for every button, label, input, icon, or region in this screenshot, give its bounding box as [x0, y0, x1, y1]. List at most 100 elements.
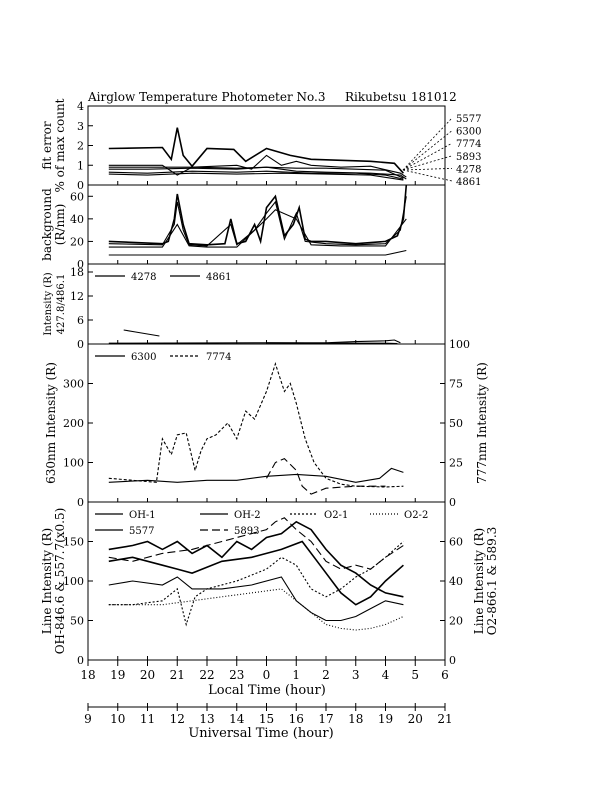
y-tick-label-blue_lines: 6 [77, 314, 84, 327]
y-tick-label-oi_red_ir: 100 [63, 457, 84, 470]
x-axis-label-ut: Universal Time (hour) [188, 726, 333, 741]
series-line-oh_o2-O2-1 [108, 541, 404, 627]
chart-title-instrument: Airglow Temperature Photometer No.3 [87, 90, 326, 104]
x-ut-tick-label: 15 [259, 712, 274, 726]
x-ut-tick-label: 21 [437, 712, 452, 726]
y-tick-label-oi_red_ir: 300 [63, 378, 84, 391]
y-tick-label-background: 20 [70, 235, 84, 248]
y-tick-label-blue_lines: 12 [70, 290, 84, 303]
x-local-tick-label: 23 [229, 668, 244, 682]
x-local-tick-label: 2 [322, 668, 330, 682]
series-line-fit_error-5577 [108, 127, 404, 174]
series-line-oh_o2-O2-2 [108, 588, 404, 631]
legend-label-4861: 4861 [206, 272, 231, 283]
y-axis-label-fit_error: fit error [40, 121, 54, 169]
y-axis-label-oi_red_ir: 630nm Intensity (R) [44, 362, 58, 484]
legend-label-5893: 5893 [234, 526, 259, 537]
y-right-tick-label-oi_red_ir: 50 [449, 417, 463, 430]
legend-label-4278: 4278 [456, 164, 481, 175]
series-line-fit_error-5893 [108, 166, 407, 180]
x-ut-tick-label: 18 [348, 712, 363, 726]
x-ut-tick-label: 9 [84, 712, 92, 726]
y-tick-label-fit_error: 0 [77, 179, 84, 192]
y-right-tick-label-oh_o2: 40 [449, 575, 463, 588]
series-line-background-4278 [108, 249, 407, 256]
y-tick-label-background: 0 [77, 258, 84, 271]
series-line-fit_error-7774 [108, 166, 404, 179]
y-right-tick-label-oh_o2: 60 [449, 536, 463, 549]
legend-label-OH-2: OH-2 [234, 510, 261, 521]
y-tick-label-fit_error: 4 [77, 100, 84, 113]
y-axis-label-blue_lines: Intensity (R) [43, 272, 54, 335]
x-axis-label-local: Local Time (hour) [208, 683, 326, 698]
series-line-oh_o2-5893 [108, 517, 404, 570]
y-tick-label-background: 40 [70, 213, 84, 226]
y-tick-label-fit_error: 1 [77, 159, 84, 172]
y-right-tick-label-oi_red_ir: 75 [449, 378, 463, 391]
y-tick-label-oh_o2: 50 [70, 615, 84, 628]
series-line-oh_o2-OH-1 [108, 576, 404, 622]
series-line-blue_lines-4861 [123, 329, 160, 337]
y-right-tick-label-oi_red_ir: 25 [449, 457, 463, 470]
y-tick-label-blue_lines: 18 [70, 266, 84, 279]
y-tick-label-oh_o2: 100 [63, 575, 84, 588]
legend-leader-4278 [402, 168, 453, 171]
x-ut-tick-label: 13 [199, 712, 214, 726]
x-local-tick-label: 21 [170, 668, 185, 682]
series-line-oh_o2-OH-2 [108, 540, 404, 606]
x-local-tick-label: 6 [441, 668, 449, 682]
y-tick-label-fit_error: 3 [77, 120, 84, 133]
legend-leader-5893 [402, 155, 453, 171]
y-tick-label-oi_red_ir: 0 [77, 496, 84, 509]
x-local-tick-label: 22 [199, 668, 214, 682]
legend-label-O2-1: O2-1 [324, 510, 348, 521]
y-axis-label-background: background [40, 188, 54, 261]
x-ut-tick-label: 12 [170, 712, 185, 726]
x-ut-tick-label: 11 [140, 712, 155, 726]
x-local-tick-label: 5 [411, 668, 419, 682]
series-line-background-5577 [108, 184, 408, 246]
x-ut-tick-label: 14 [229, 712, 245, 726]
y-right-tick-label-oi_red_ir: 100 [449, 338, 470, 351]
y-tick-label-oh_o2: 0 [77, 654, 84, 667]
y-tick-label-background: 60 [70, 190, 84, 203]
series-line-background-5893 [108, 209, 407, 248]
x-local-tick-label: 0 [263, 668, 271, 682]
y-tick-label-fit_error: 2 [77, 140, 84, 153]
panel-frame-background [87, 184, 446, 265]
legend-label-6300: 6300 [456, 127, 481, 138]
legend-leader-6300 [402, 130, 453, 171]
x-ut-tick-label: 10 [110, 712, 125, 726]
legend-label-4278: 4278 [131, 272, 156, 283]
chart-title-date: 181012 [411, 90, 457, 104]
series-line-oi_red_ir-6300-dashed [266, 457, 386, 495]
chart-title-site: Rikubetsu [345, 90, 407, 104]
y-right-axis-label-oh_o2: O2-866.1 & 589.3 [485, 527, 499, 636]
x-ut-tick-label: 20 [408, 712, 423, 726]
y-right-axis-label-oh_o2: Line Intensity (R) [472, 528, 486, 634]
legend-label-7774: 7774 [206, 352, 231, 363]
series-line-oh_o2-5577 [108, 520, 404, 598]
x-ut-tick-label: 19 [378, 712, 393, 726]
x-ut-tick-label: 16 [289, 712, 304, 726]
legend-label-OH-1: OH-1 [129, 510, 156, 521]
legend-label-5893: 5893 [456, 152, 481, 163]
legend-leader-4861 [402, 169, 453, 182]
legend-leader-7774 [402, 142, 453, 171]
series-line-oi_red_ir-7774 [108, 362, 404, 488]
legend-label-7774: 7774 [456, 139, 481, 150]
series-line-blue_lines-4278 [108, 342, 398, 345]
y-axis-label-background: (R/nm) [53, 204, 67, 246]
legend-label-5577: 5577 [129, 526, 154, 537]
x-local-tick-label: 20 [140, 668, 155, 682]
y-right-tick-label-oi_red_ir: 0 [449, 496, 456, 509]
legend-label-6300: 6300 [131, 352, 156, 363]
y-axis-label-fit_error: % of max count [53, 98, 67, 192]
series-line-blue_lines-4861 [266, 339, 401, 344]
y-axis-label-blue_lines: 427.8/486.1 [56, 274, 67, 335]
y-tick-label-oi_red_ir: 200 [63, 417, 84, 430]
x-local-tick-label: 18 [80, 668, 95, 682]
series-line-oi_red_ir-6300 [108, 467, 404, 483]
x-local-tick-label: 3 [352, 668, 360, 682]
y-axis-label-oh_o2: OH-846.6 & 557.7(x0.5) [53, 508, 67, 655]
